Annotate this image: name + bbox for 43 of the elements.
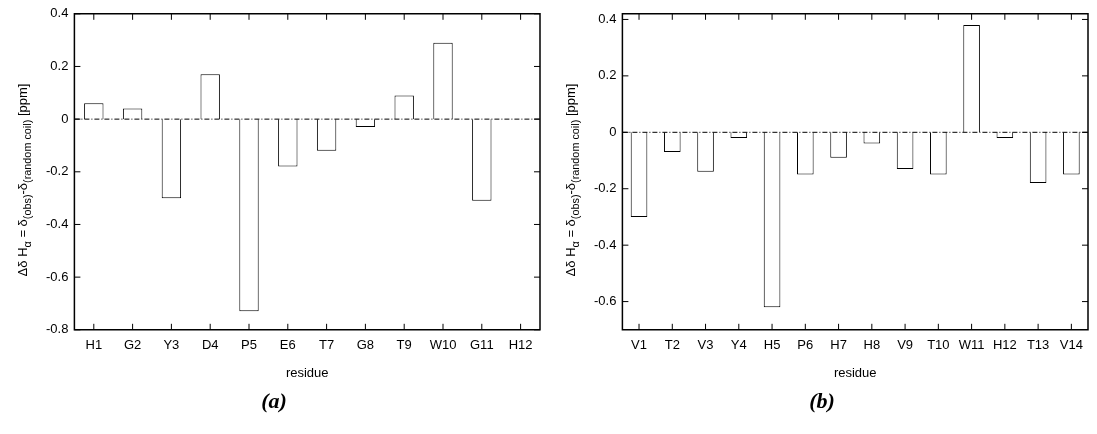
y-tick-label: 0	[61, 110, 69, 126]
x-tick-label: V9	[897, 337, 914, 353]
x-tick-label: G11	[470, 337, 494, 353]
x-tick-label: H5	[763, 337, 781, 353]
x-tick-label: H12	[992, 337, 1017, 353]
x-tick-label: T10	[927, 337, 950, 353]
x-tick-label: D4	[201, 337, 219, 353]
y-tick-label: -0.8	[45, 321, 69, 337]
x-tick-label: Y3	[163, 337, 180, 353]
y-tick-label: -0.2	[593, 180, 617, 196]
x-tick-label: G2	[123, 337, 142, 353]
y-tick-label: 0.2	[598, 67, 617, 83]
x-tick-label: T9	[396, 337, 412, 353]
y-tick-label: -0.6	[593, 293, 617, 309]
x-tick-label: H1	[85, 337, 103, 353]
y-tick-label: -0.4	[45, 216, 69, 232]
x-tick-label: W10	[429, 337, 457, 353]
x-tick-label: T2	[664, 337, 680, 353]
x-tick-label: W11	[958, 337, 985, 353]
y-tick-label: 0.4	[50, 5, 69, 21]
x-tick-label: P5	[241, 337, 257, 353]
y-tick-label: -0.2	[45, 163, 69, 179]
y-tick-label: 0.4	[598, 11, 617, 27]
x-axis-title: residue	[833, 364, 877, 380]
x-tick-label: Y4	[730, 337, 747, 353]
x-tick-label: H8	[863, 337, 881, 353]
y-tick-label: 0.2	[50, 58, 69, 74]
x-tick-label: T13	[1026, 337, 1050, 353]
x-tick-label: T7	[319, 337, 335, 353]
text: (b)	[808, 388, 836, 414]
x-tick-label: P6	[797, 337, 814, 353]
y-tick-label: 0	[609, 123, 617, 139]
x-tick-label: V3	[697, 337, 714, 353]
x-tick-label: H7	[830, 337, 847, 353]
x-tick-label: G8	[356, 337, 375, 353]
x-tick-label: V1	[631, 337, 647, 353]
x-axis-title: residue	[285, 364, 329, 380]
x-tick-label: E6	[279, 337, 296, 353]
x-tick-label: H12	[508, 337, 533, 353]
y-tick-label: -0.6	[45, 268, 69, 284]
y-tick-label: -0.4	[593, 236, 617, 252]
text: (a)	[260, 388, 288, 414]
x-tick-label: V14	[1059, 337, 1083, 353]
